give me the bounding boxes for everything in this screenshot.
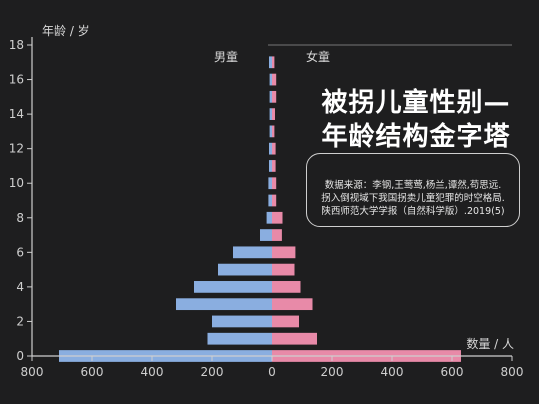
y-tick-label-12: 12 — [9, 142, 24, 156]
y-tick-label-10: 10 — [9, 176, 24, 190]
series-label-female: 女童 — [306, 49, 330, 64]
bar-male-age-6 — [233, 246, 272, 259]
bar-female-age-6 — [272, 246, 296, 259]
y-tick-label-8: 8 — [16, 211, 24, 225]
bar-female-age-10 — [272, 177, 277, 190]
x-axis-label: 数量 / 人 — [466, 336, 514, 351]
x-tick-label-4: 0 — [268, 365, 276, 379]
chart-title-line-1: 被拐儿童性别— — [321, 88, 511, 118]
bar-female-age-13 — [272, 125, 275, 138]
bar-female-age-3 — [272, 298, 313, 311]
bar-male-age-5 — [218, 263, 272, 276]
bar-female-age-9 — [272, 194, 277, 207]
bar-male-age-13 — [269, 125, 272, 138]
x-tick-label-7: 600 — [441, 365, 464, 379]
source-line-3: 陕西师范大学学报（自然科学版）.2019(5) — [321, 206, 505, 217]
bar-male-age-7 — [260, 229, 272, 241]
x-tick-label-3: 200 — [201, 365, 224, 379]
y-tick-label-4: 4 — [16, 280, 24, 294]
bar-female-age-1 — [272, 332, 317, 345]
bar-female-age-5 — [272, 263, 295, 276]
y-tick-label-2: 2 — [16, 314, 24, 328]
y-tick-label-16: 16 — [9, 73, 24, 87]
source-line-1: 数据来源：李钢,王莺莺,杨兰,谭然,苟思远. — [324, 180, 502, 191]
bar-female-age-17 — [272, 56, 275, 69]
bar-male-age-1 — [207, 332, 272, 345]
bar-male-age-4 — [194, 281, 272, 293]
bar-male-age-3 — [176, 298, 272, 311]
bar-female-age-8 — [272, 211, 283, 224]
y-axis-label: 年龄 / 岁 — [42, 23, 90, 38]
source-citation-box: 数据来源：李钢,王莺莺,杨兰,谭然,苟思远. 拐入倒视域下我国拐卖儿童犯罪的时空… — [306, 153, 520, 227]
chart-title-line-2: 年龄结构金字塔 — [321, 122, 511, 152]
x-tick-label-2: 400 — [141, 365, 164, 379]
bar-male-age-11 — [269, 160, 272, 172]
source-line-2: 拐入倒视域下我国拐卖儿童犯罪的时空格局. — [321, 193, 505, 204]
x-tick-label-0: 800 — [21, 365, 44, 379]
bar-male-age-16 — [269, 73, 272, 86]
x-tick-label-6: 400 — [381, 365, 404, 379]
x-tick-label-1: 600 — [81, 365, 104, 379]
bar-female-age-12 — [272, 142, 276, 155]
bar-male-age-10 — [268, 177, 272, 190]
bar-male-age-9 — [268, 194, 272, 207]
x-tick-label-8: 800 — [501, 365, 524, 379]
bar-female-age-7 — [272, 229, 282, 241]
bar-male-age-14 — [269, 108, 272, 120]
x-tick-label-5: 200 — [321, 365, 344, 379]
bar-male-age-2 — [212, 315, 272, 328]
bar-female-age-4 — [272, 281, 301, 293]
y-tick-label-14: 14 — [9, 107, 24, 121]
bar-female-age-2 — [272, 315, 299, 328]
bar-female-age-14 — [272, 108, 275, 120]
series-label-male: 男童 — [214, 49, 238, 64]
bar-male-age-17 — [269, 56, 272, 69]
bar-female-age-11 — [272, 160, 276, 172]
bar-female-age-15 — [272, 90, 277, 103]
bar-female-age-16 — [272, 73, 277, 86]
bar-male-age-8 — [266, 211, 272, 224]
bar-male-age-12 — [269, 142, 272, 155]
y-tick-label-18: 18 — [9, 38, 24, 52]
bar-male-age-15 — [269, 90, 272, 103]
y-tick-label-0: 0 — [16, 349, 24, 363]
y-tick-label-6: 6 — [16, 245, 24, 259]
